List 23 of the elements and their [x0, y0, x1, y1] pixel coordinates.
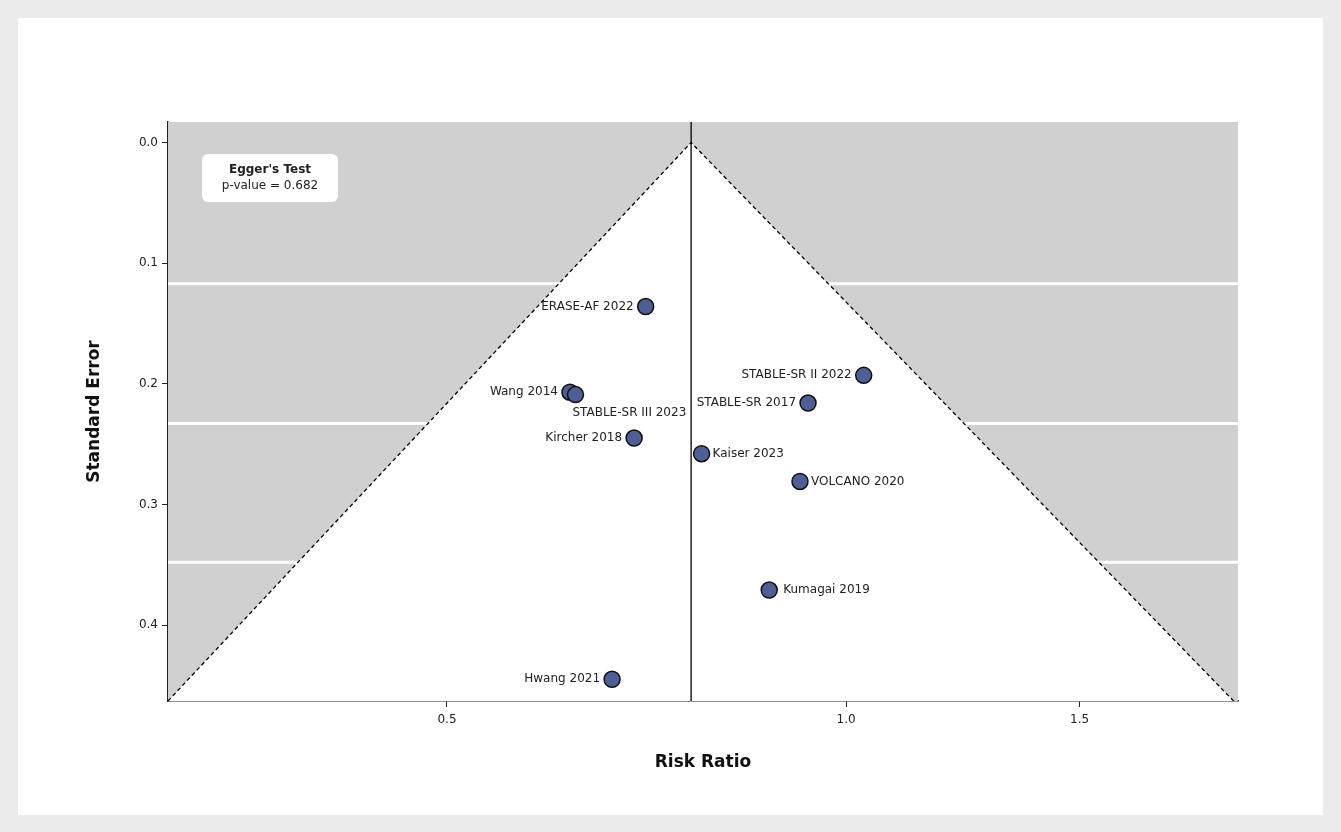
x-tick-label: 1.0 — [836, 712, 856, 727]
note-box: Egger's Test p-value = 0.682 — [202, 154, 338, 202]
y-tick-label: 0.0 — [138, 134, 158, 149]
annotation: ERASE-AF 2022 — [541, 298, 634, 313]
annotation: Wang 2014 — [489, 384, 558, 399]
y-axis-title: Standard Error — [82, 339, 103, 483]
annotation: Kircher 2018 — [545, 430, 623, 445]
x-axis-title: Risk Ratio — [654, 751, 752, 772]
y-tick-label: 0.2 — [138, 375, 158, 390]
annotation: p-value = 0.682 — [221, 178, 319, 192]
annotation: Kumagai 2019 — [783, 582, 870, 597]
annotation: STABLE-SR II 2022 — [741, 367, 852, 382]
y-tick-label: 0.3 — [138, 496, 158, 511]
annotation: STABLE-SR III 2023 — [572, 404, 687, 419]
x-tick-label: 0.5 — [437, 712, 457, 727]
annotation: STABLE-SR 2017 — [696, 395, 797, 410]
annotation: VOLCANO 2020 — [810, 473, 905, 488]
x-tick-label: 1.5 — [1070, 712, 1090, 727]
annotation: Egger's Test — [227, 161, 312, 177]
y-tick-label: 0.4 — [138, 617, 158, 632]
annotation: Kaiser 2023 — [712, 445, 784, 460]
y-tick-label: 0.1 — [138, 255, 158, 270]
annotation: Hwang 2021 — [524, 671, 601, 686]
